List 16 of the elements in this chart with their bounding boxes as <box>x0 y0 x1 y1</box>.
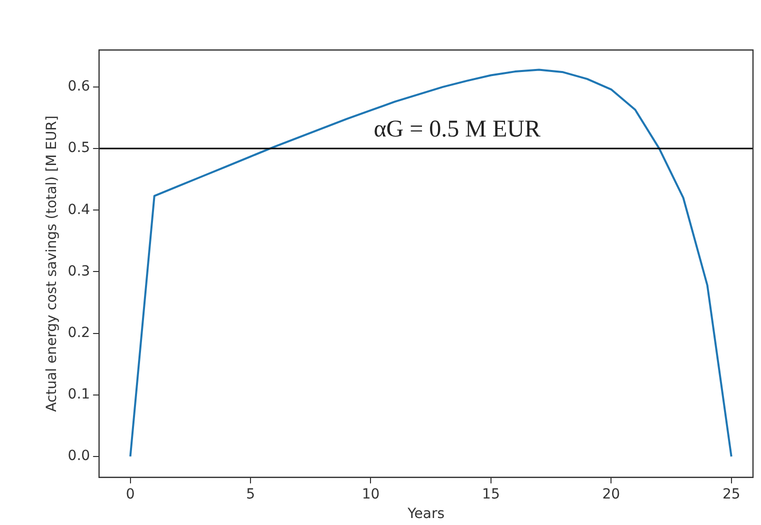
x-tick-label: 0 <box>126 486 135 502</box>
y-tick-label: 0.6 <box>68 78 90 95</box>
x-tick-label: 15 <box>482 486 500 502</box>
y-axis-title: Actual energy cost savings (total) [M EUR] <box>44 116 60 412</box>
x-tick-label: 5 <box>246 486 255 502</box>
y-tick-label: 0.2 <box>68 324 90 341</box>
y-tick-label: 0.1 <box>68 386 90 403</box>
y-tick-label: 0.5 <box>68 140 90 156</box>
y-tick-label: 0.4 <box>68 202 90 218</box>
x-tick-label: 10 <box>362 486 380 502</box>
x-tick-label: 20 <box>602 486 620 502</box>
y-tick-label: 0.0 <box>68 448 90 464</box>
ref-line-label: αG = 0.5 M EUR <box>374 116 540 143</box>
x-axis-title: Years <box>406 506 444 522</box>
y-tick-label: 0.3 <box>68 263 90 280</box>
x-tick-label: 25 <box>722 486 740 502</box>
